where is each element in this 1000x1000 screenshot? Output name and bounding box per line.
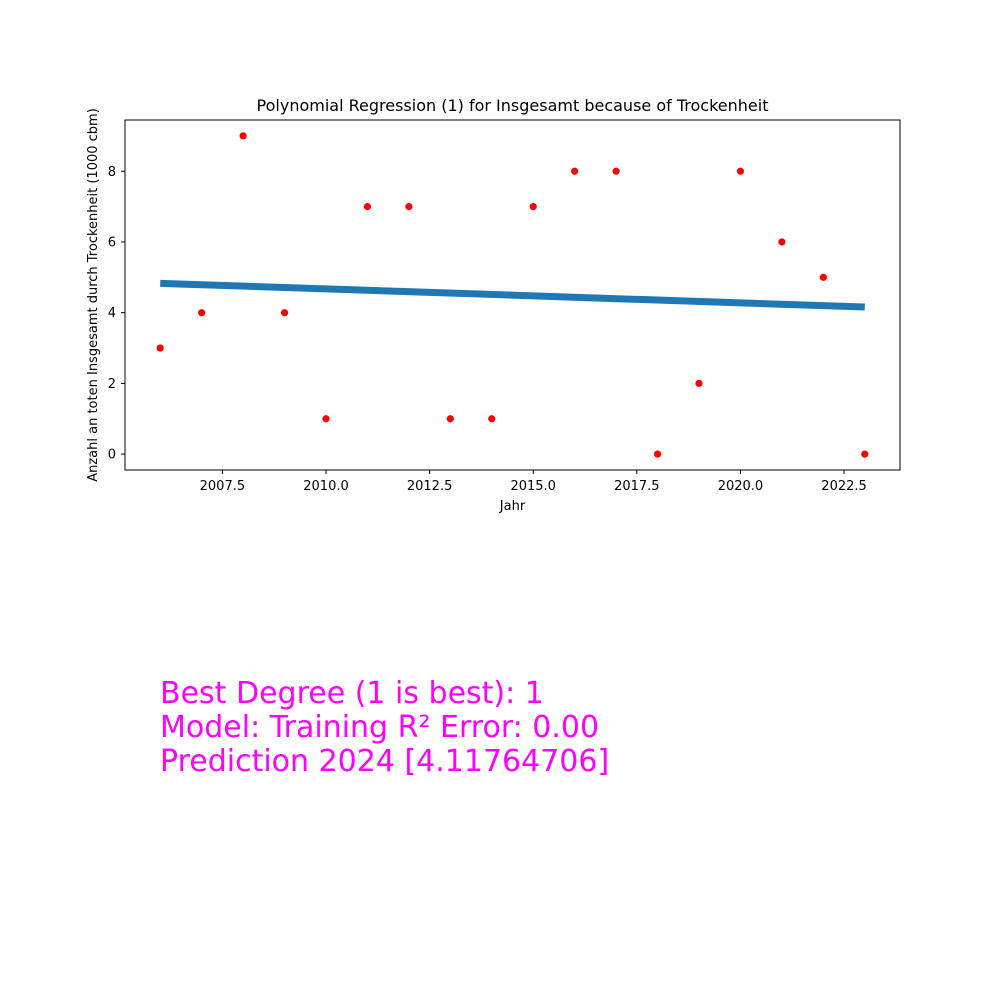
model-summary: Best Degree (1 is best): 1 Model: Traini…: [160, 677, 609, 779]
data-point: [322, 415, 330, 423]
data-point: [363, 203, 372, 211]
data-point: [280, 309, 289, 317]
x-tick-label: 2020.0: [718, 479, 764, 494]
data-point: [239, 132, 247, 140]
data-point: [861, 450, 869, 458]
x-tick-label: 2007.5: [200, 479, 246, 494]
y-tick-label: 2: [108, 377, 116, 392]
y-axis-ticks: 0 2 4 6 8: [108, 165, 125, 463]
data-point: [778, 238, 786, 246]
x-axis-label: Jahr: [499, 499, 526, 514]
prediction-text: Prediction 2024 [4.11764706]: [160, 744, 610, 779]
x-tick-label: 2010.0: [303, 479, 349, 494]
data-point: [198, 309, 206, 317]
x-tick-label: 2012.5: [407, 479, 453, 494]
fit-line-layer: [160, 279, 865, 311]
data-point: [488, 415, 496, 423]
data-point: [446, 415, 454, 423]
regression-line: [160, 279, 865, 311]
y-tick-label: 4: [108, 306, 116, 321]
data-point: [612, 167, 620, 175]
plot-frame: [124, 119, 901, 471]
y-tick-label: 8: [108, 165, 116, 180]
x-tick-label: 2015.0: [510, 479, 556, 494]
data-point: [819, 273, 827, 281]
training-error-text: Model: Training R² Error: 0.00: [160, 710, 600, 745]
data-point: [571, 167, 579, 175]
data-point: [156, 344, 164, 352]
y-tick-label: 0: [108, 448, 116, 463]
x-tick-label: 2017.5: [614, 479, 660, 494]
x-tick-label: 2022.5: [821, 479, 867, 494]
data-point: [653, 450, 662, 458]
y-tick-label: 6: [108, 235, 116, 250]
chart-title: Polynomial Regression (1) for Insgesamt …: [257, 96, 769, 115]
data-point: [695, 379, 703, 387]
data-point: [529, 203, 537, 211]
x-axis-ticks: 2007.5 2010.0 2012.5 2015.0 2017.5 2020.0 2022…: [200, 470, 867, 494]
data-points-layer: [156, 132, 869, 458]
data-point: [405, 203, 413, 211]
best-degree-text: Best Degree (1 is best): 1: [160, 676, 544, 711]
y-axis-label: Anzahl an toten Insgesamt durch Trockenh…: [86, 108, 101, 482]
data-point: [736, 167, 745, 175]
